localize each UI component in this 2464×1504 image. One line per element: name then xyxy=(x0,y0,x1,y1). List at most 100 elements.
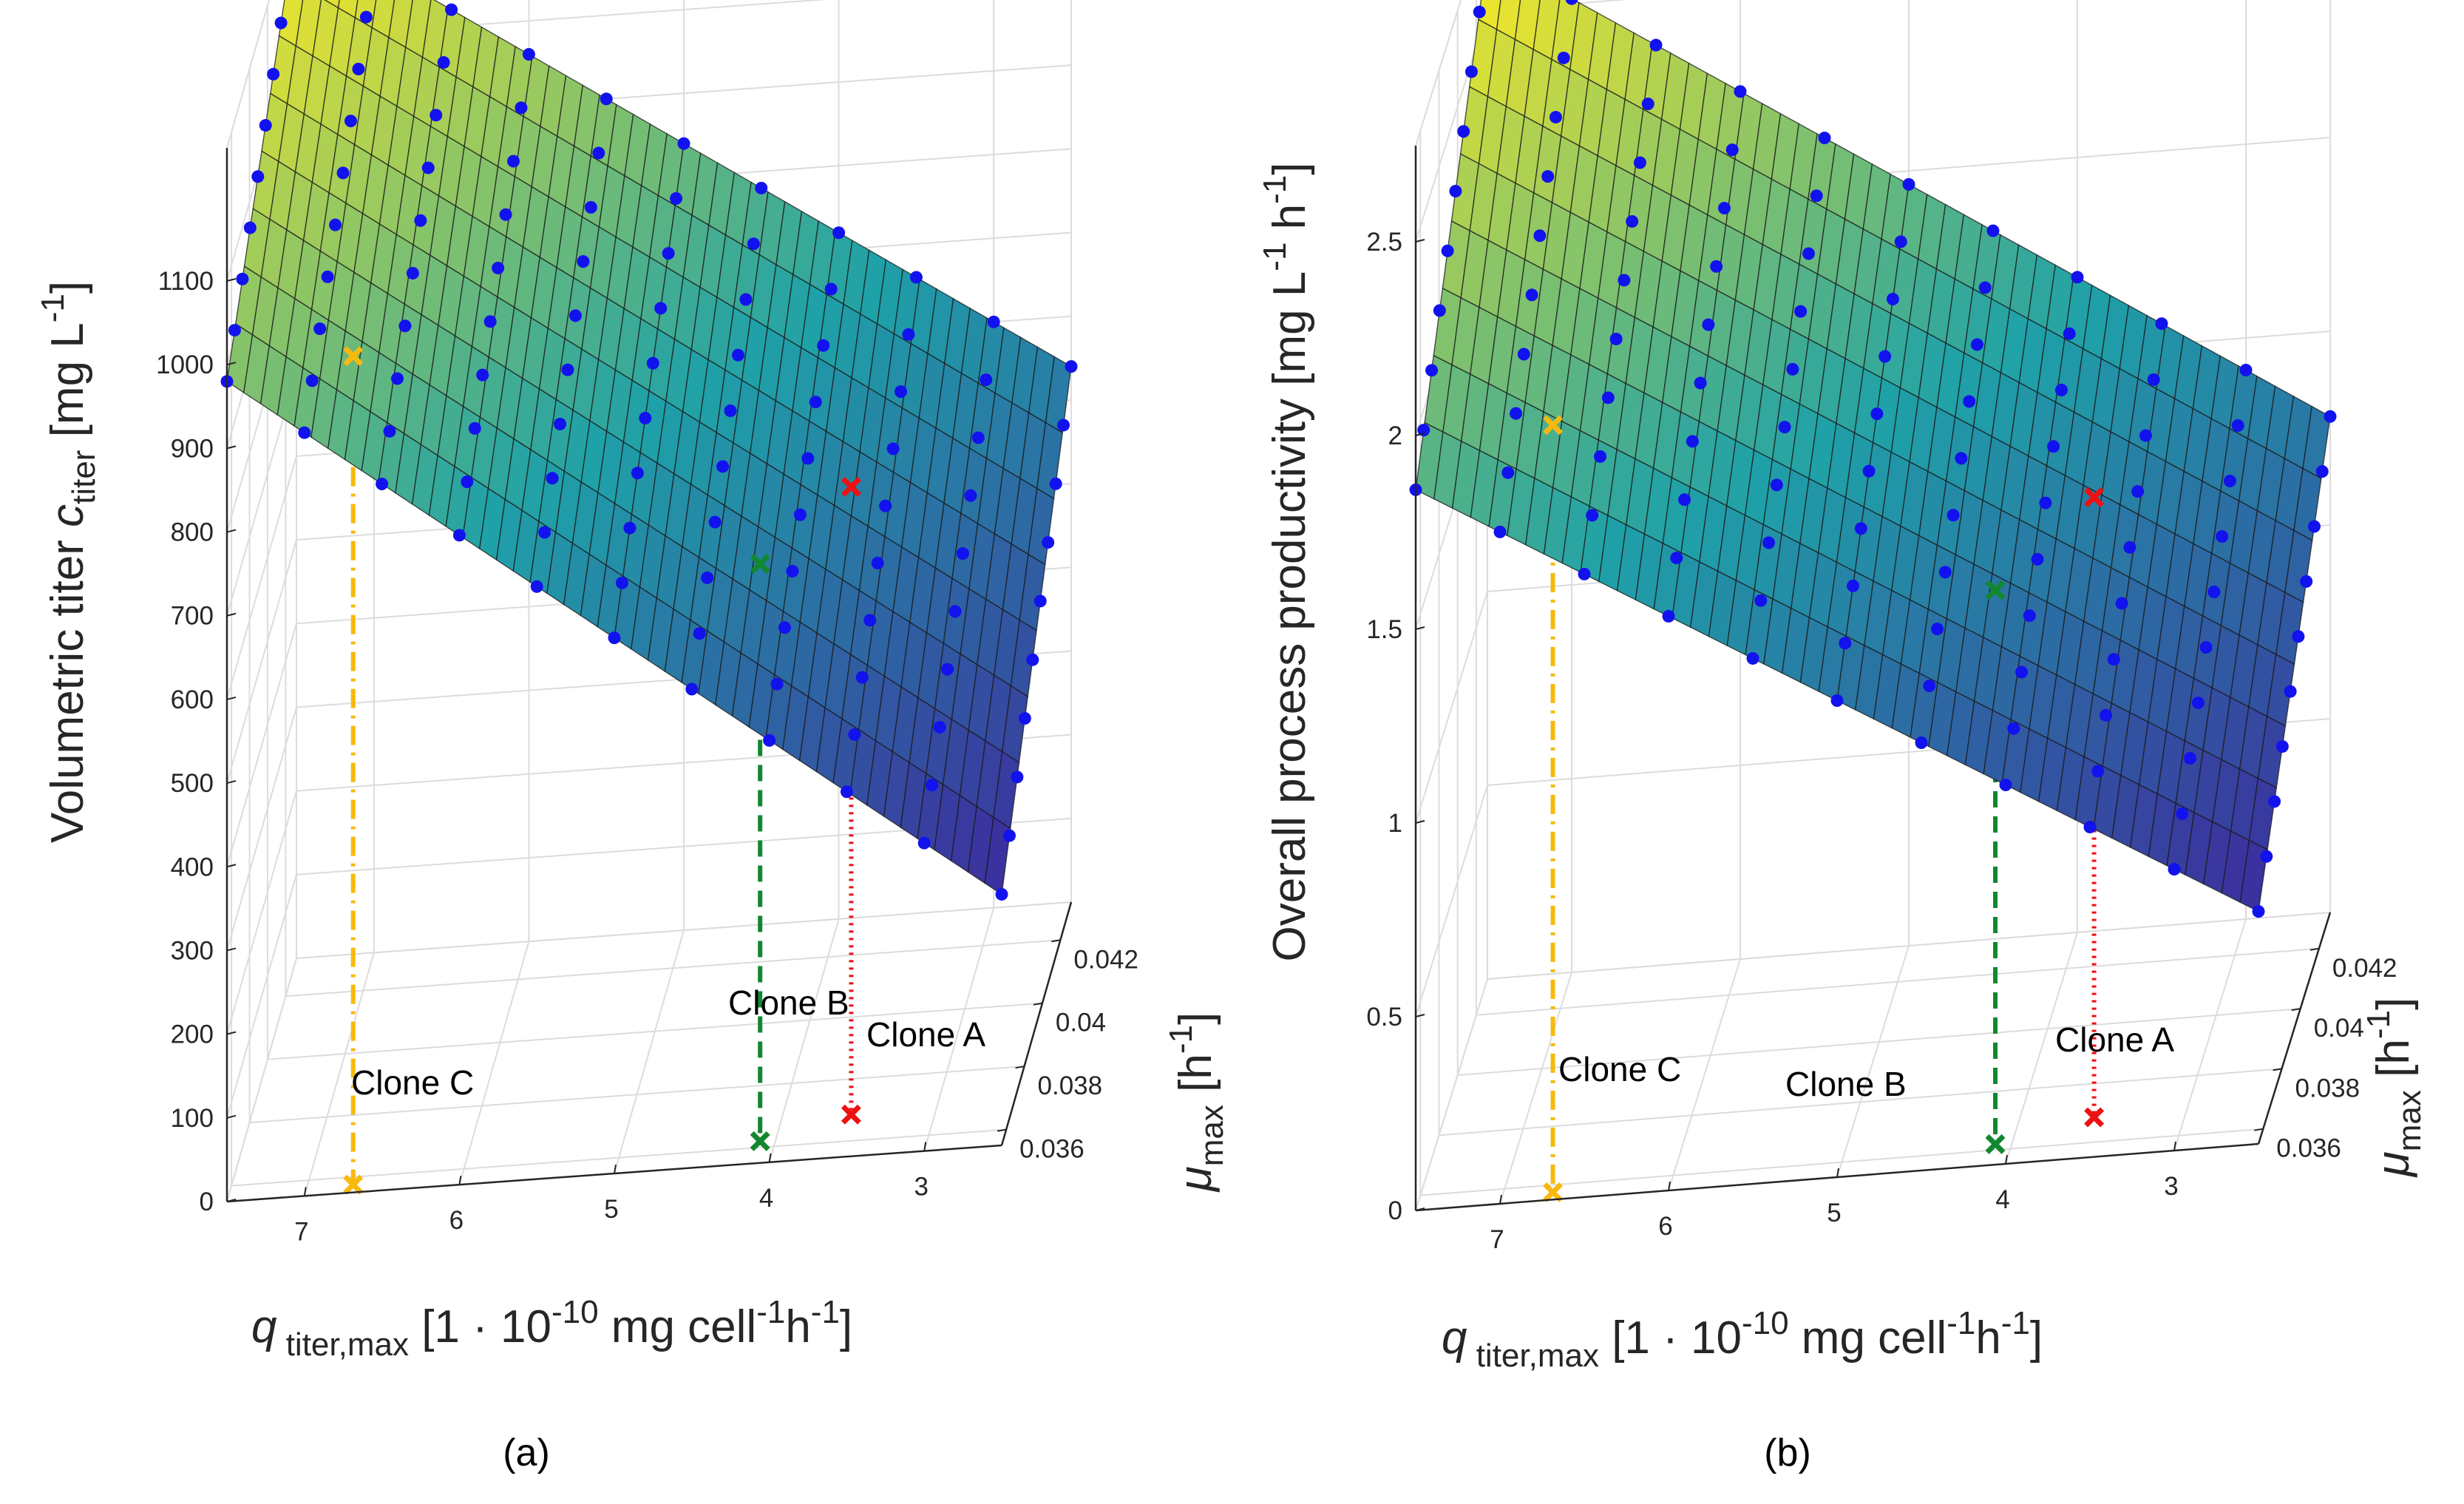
z-label-exp: -1 xyxy=(35,294,71,322)
y-tick-label: 0.042 xyxy=(1073,945,1138,974)
x-tick-label: 3 xyxy=(2164,1172,2178,1201)
sample-point xyxy=(731,348,744,362)
sample-point xyxy=(863,614,877,627)
sample-point xyxy=(1762,536,1776,549)
sample-point xyxy=(376,478,389,491)
surface xyxy=(1415,0,2331,912)
sample-point xyxy=(693,627,706,640)
sample-point xyxy=(1417,424,1430,437)
sample-point xyxy=(2191,697,2205,710)
sample-point xyxy=(251,170,265,183)
sample-point xyxy=(817,339,830,352)
sample-point xyxy=(980,373,993,387)
cross-stroke xyxy=(841,1104,861,1125)
sample-point xyxy=(2268,795,2281,808)
y-label-unit: ] xyxy=(1170,1012,1221,1025)
x-axis-label: q titer,max [1 · 10-10 mg cell-1h-1] xyxy=(1442,1305,2043,1374)
sample-point xyxy=(1641,97,1654,110)
sample-point xyxy=(2252,905,2265,918)
y-tick xyxy=(2309,947,2320,951)
x-gridline xyxy=(923,0,995,1151)
sample-point xyxy=(964,489,977,502)
clone-surface-marker xyxy=(750,553,770,574)
sample-point xyxy=(321,270,334,283)
sample-point xyxy=(561,363,574,376)
z-tick-label: 1.5 xyxy=(1366,615,1402,644)
sample-point xyxy=(871,557,884,570)
sample-point xyxy=(623,521,637,535)
x-tick-label: 5 xyxy=(604,1195,618,1224)
surface-patch xyxy=(1514,0,1541,50)
sample-point xyxy=(1618,274,1631,287)
sample-point xyxy=(584,200,597,214)
surface-patch xyxy=(1496,0,1521,41)
z-tick-label: 500 xyxy=(171,769,214,798)
sample-point xyxy=(909,271,923,284)
sample-point xyxy=(1018,712,1031,725)
cross-stroke xyxy=(1985,580,2006,600)
z-label-exp: -1 xyxy=(1257,243,1293,271)
sample-point xyxy=(1525,288,1538,302)
sample-point xyxy=(1441,244,1454,257)
clone-label: Clone B xyxy=(728,983,849,1022)
z-tick-label: 2.5 xyxy=(1366,228,1402,257)
sample-point xyxy=(2123,541,2137,554)
sample-point xyxy=(1649,38,1663,52)
sample-point xyxy=(701,571,714,584)
sample-point xyxy=(2015,665,2029,679)
x-tick xyxy=(768,1153,772,1162)
y-gridline xyxy=(248,69,1025,1124)
clone-surface-marker xyxy=(841,476,861,497)
y-gridline xyxy=(231,132,1007,1187)
tick-labels: 0 0.5 1 1.5 2 2.5 7 6 5 4 3 0.036 0.038 0.04 0.042 xyxy=(1366,228,2397,1254)
sample-point xyxy=(2131,485,2145,498)
z-tick xyxy=(1415,820,1425,824)
y-label-exp: -1 xyxy=(1163,1025,1199,1054)
x-tick xyxy=(303,1187,307,1196)
surface-patch xyxy=(324,0,340,9)
sample-point xyxy=(646,356,659,370)
surface xyxy=(226,0,1072,895)
sample-point xyxy=(1633,156,1646,169)
clone-markers: Clone A Clone B Clone C xyxy=(343,356,985,1195)
y-tick-label: 0.036 xyxy=(1019,1135,1085,1164)
x-tick-label: 7 xyxy=(294,1217,308,1246)
sample-point xyxy=(1465,65,1478,78)
sample-point xyxy=(1457,125,1470,138)
clone-floor-marker xyxy=(343,1174,364,1195)
sample-point xyxy=(1862,464,1876,478)
z-tick xyxy=(226,1114,237,1119)
sample-point xyxy=(2139,429,2152,442)
z-tick xyxy=(226,1199,237,1202)
sample-point xyxy=(670,192,683,205)
z-tick-label: 0 xyxy=(1388,1196,1402,1225)
cross-stroke xyxy=(1543,415,1564,436)
x-label-unit: h xyxy=(1975,1312,2000,1364)
z-label-unit: h xyxy=(1264,204,1315,243)
x-label-sub: titer,max xyxy=(1467,1338,1599,1374)
sample-point xyxy=(2260,850,2273,863)
sample-point xyxy=(639,412,652,425)
sample-point xyxy=(359,10,373,24)
sample-point xyxy=(236,272,249,285)
y-tick xyxy=(1033,1002,1043,1006)
sample-point xyxy=(445,3,458,16)
y-tick xyxy=(2291,1008,2301,1012)
sample-point xyxy=(1541,170,1555,183)
sample-point xyxy=(747,237,760,251)
clone-floor-marker xyxy=(750,1131,770,1151)
sample-point xyxy=(430,109,443,122)
sample-point xyxy=(1770,478,1783,492)
z-label-prefix: Overall process productivity xyxy=(1264,399,1315,962)
sample-point xyxy=(267,67,280,81)
x-label-exp: -10 xyxy=(1742,1305,1789,1341)
y-tick xyxy=(2254,1128,2264,1131)
sample-point xyxy=(1557,51,1570,64)
cross-stroke xyxy=(1985,1134,2006,1154)
sample-point xyxy=(352,62,365,75)
sample-point xyxy=(1425,364,1439,377)
clone-surface-marker xyxy=(2084,487,2105,508)
sample-point xyxy=(615,576,628,589)
sample-point xyxy=(1830,694,1844,707)
x-tick-label: 3 xyxy=(914,1173,928,1202)
